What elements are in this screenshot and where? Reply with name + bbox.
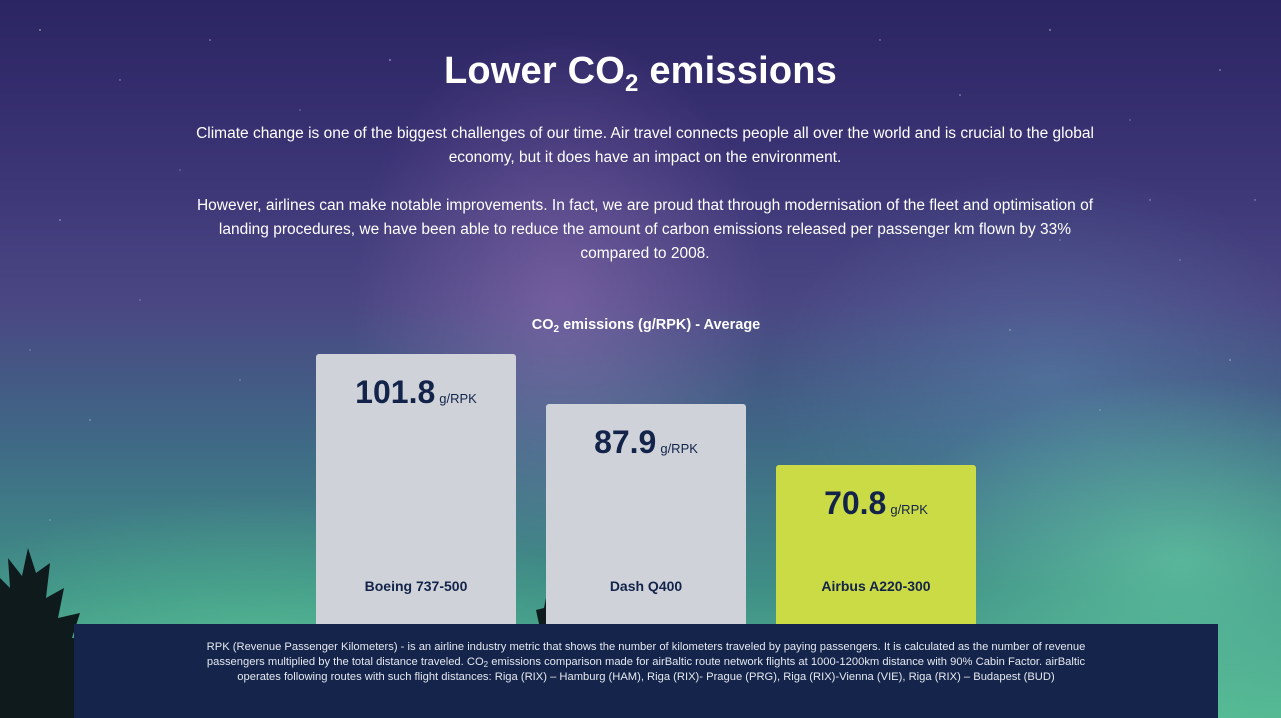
- bar-unit: g/RPK: [890, 502, 928, 517]
- bar-value-label: 101.8 g/RPK: [316, 374, 516, 411]
- intro-paragraph: However, airlines can make notable impro…: [196, 197, 1094, 262]
- bar-category-label: Airbus A220-300: [821, 578, 931, 594]
- bar-category-label: Dash Q400: [609, 578, 683, 594]
- bar-value: 101.8: [355, 374, 436, 410]
- intro-text: Climate change is one of the biggest cha…: [190, 122, 1100, 290]
- bar-value: 70.8: [824, 485, 887, 521]
- rpk-footnote: RPK (Revenue Passenger Kilometers) - is …: [74, 624, 1218, 718]
- page-title: Lower CO2 emissions: [443, 50, 838, 97]
- bar-value: 87.9: [594, 424, 657, 460]
- intro-paragraph: Climate change is one of the biggest cha…: [196, 125, 1094, 166]
- bar-unit: g/RPK: [439, 391, 477, 406]
- bar-category-label: Boeing 737-500: [364, 578, 468, 594]
- bar-unit: g/RPK: [660, 441, 698, 456]
- chart-title: CO2 emissions (g/RPK) - Average: [531, 317, 761, 335]
- bar-value-label: 87.9 g/RPK: [546, 424, 746, 461]
- bar-value-label: 70.8 g/RPK: [776, 485, 976, 522]
